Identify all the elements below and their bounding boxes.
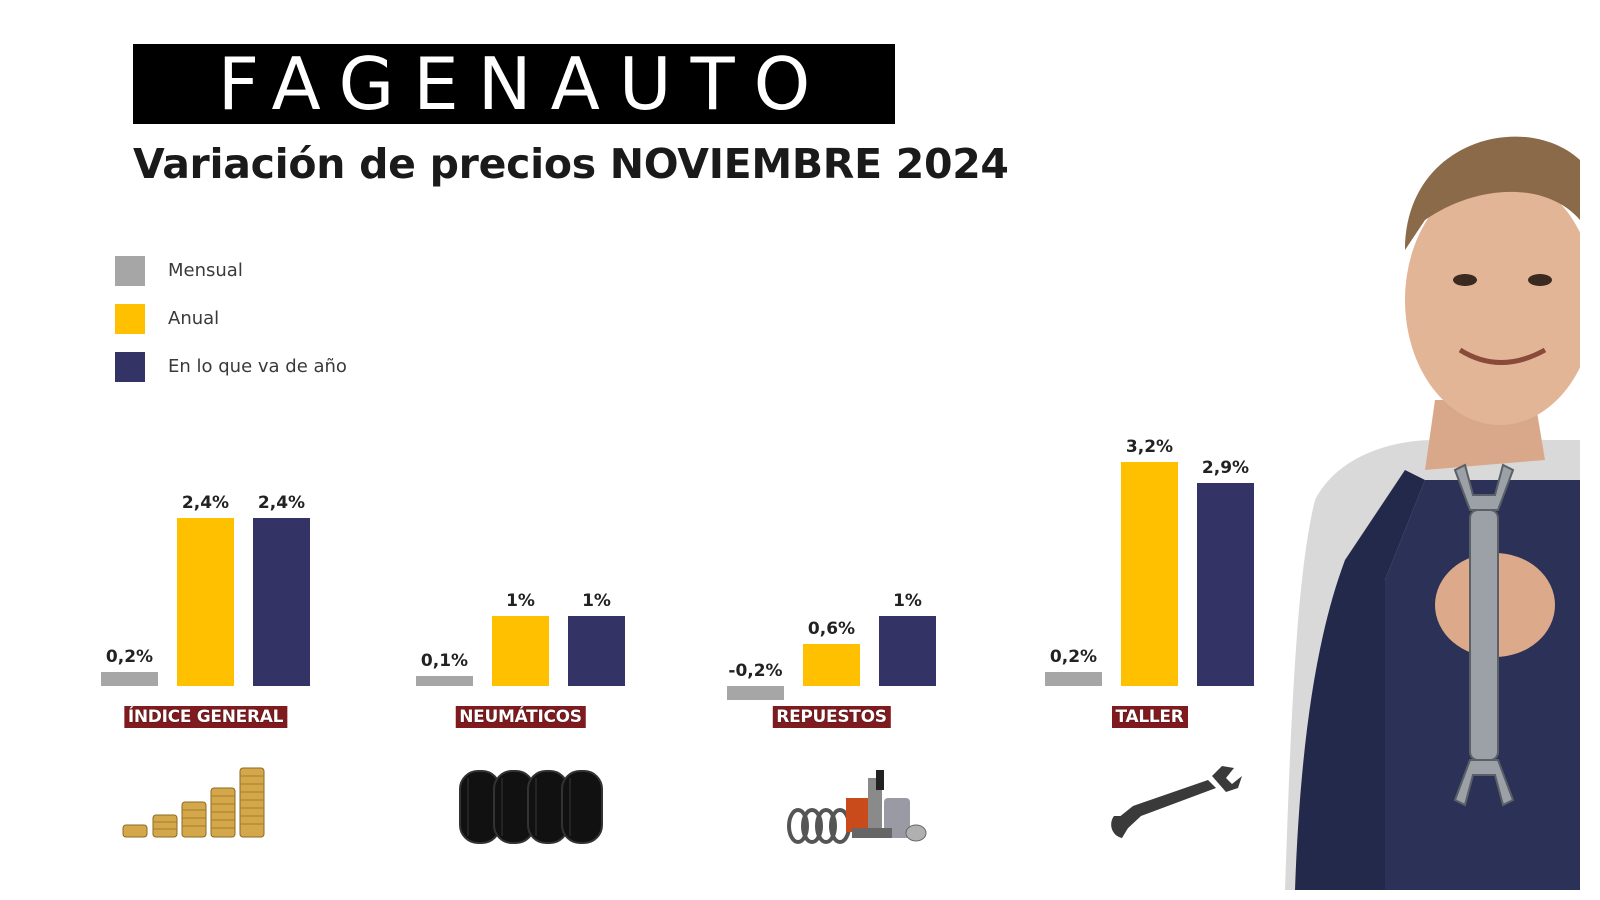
category-label-repuestos: REPUESTOS <box>772 706 891 728</box>
bar-indice-general-ytd <box>253 518 310 686</box>
bar-repuestos-ytd <box>879 616 936 686</box>
value-label-taller-anual: 3,2% <box>1126 437 1173 457</box>
brand-logo-text: FAGENAUTO <box>217 42 830 126</box>
value-label-neumaticos-mensual: 0,1% <box>421 651 468 671</box>
value-label-taller-mensual: 0,2% <box>1050 647 1097 667</box>
value-label-repuestos-ytd: 1% <box>893 591 922 611</box>
legend-swatch-mensual <box>115 256 145 286</box>
value-label-indice-general-ytd: 2,4% <box>258 493 305 513</box>
value-label-repuestos-mensual: -0,2% <box>728 661 782 681</box>
category-label-taller: TALLER <box>1111 706 1188 728</box>
coins-stack-icon <box>122 767 265 838</box>
bar-neumaticos-anual <box>492 616 549 686</box>
bar-taller-mensual <box>1045 672 1102 686</box>
bar-indice-general-anual <box>177 518 234 686</box>
mechanic-illustration <box>1285 136 1580 890</box>
legend-label-mensual: Mensual <box>168 260 243 281</box>
tires-icon <box>459 770 603 844</box>
bar-repuestos-anual <box>803 644 860 686</box>
bar-taller-anual <box>1121 462 1178 686</box>
value-label-neumaticos-ytd: 1% <box>582 591 611 611</box>
brand-logo: FAGENAUTO <box>133 44 895 124</box>
page-title: Variación de precios NOVIEMBRE 2024 <box>133 140 1009 188</box>
value-label-taller-ytd: 2,9% <box>1202 458 1249 478</box>
legend-swatch-ytd <box>115 352 145 382</box>
legend-swatch-anual <box>115 304 145 334</box>
value-label-repuestos-anual: 0,6% <box>808 619 855 639</box>
wrench-icon <box>1111 766 1242 838</box>
legend-label-ytd: En lo que va de año <box>168 356 347 377</box>
bar-neumaticos-mensual <box>416 676 473 686</box>
bar-neumaticos-ytd <box>568 616 625 686</box>
bar-indice-general-mensual <box>101 672 158 686</box>
value-label-indice-general-anual: 2,4% <box>182 493 229 513</box>
value-label-neumaticos-anual: 1% <box>506 591 535 611</box>
bar-repuestos-mensual <box>727 686 784 700</box>
legend-label-anual: Anual <box>168 308 220 329</box>
bar-taller-ytd <box>1197 483 1254 686</box>
category-label-indice-general: ÍNDICE GENERAL <box>123 706 288 728</box>
car-parts-icon <box>787 770 927 844</box>
category-label-neumaticos: NEUMÁTICOS <box>455 706 586 728</box>
value-label-indice-general-mensual: 0,2% <box>106 647 153 667</box>
